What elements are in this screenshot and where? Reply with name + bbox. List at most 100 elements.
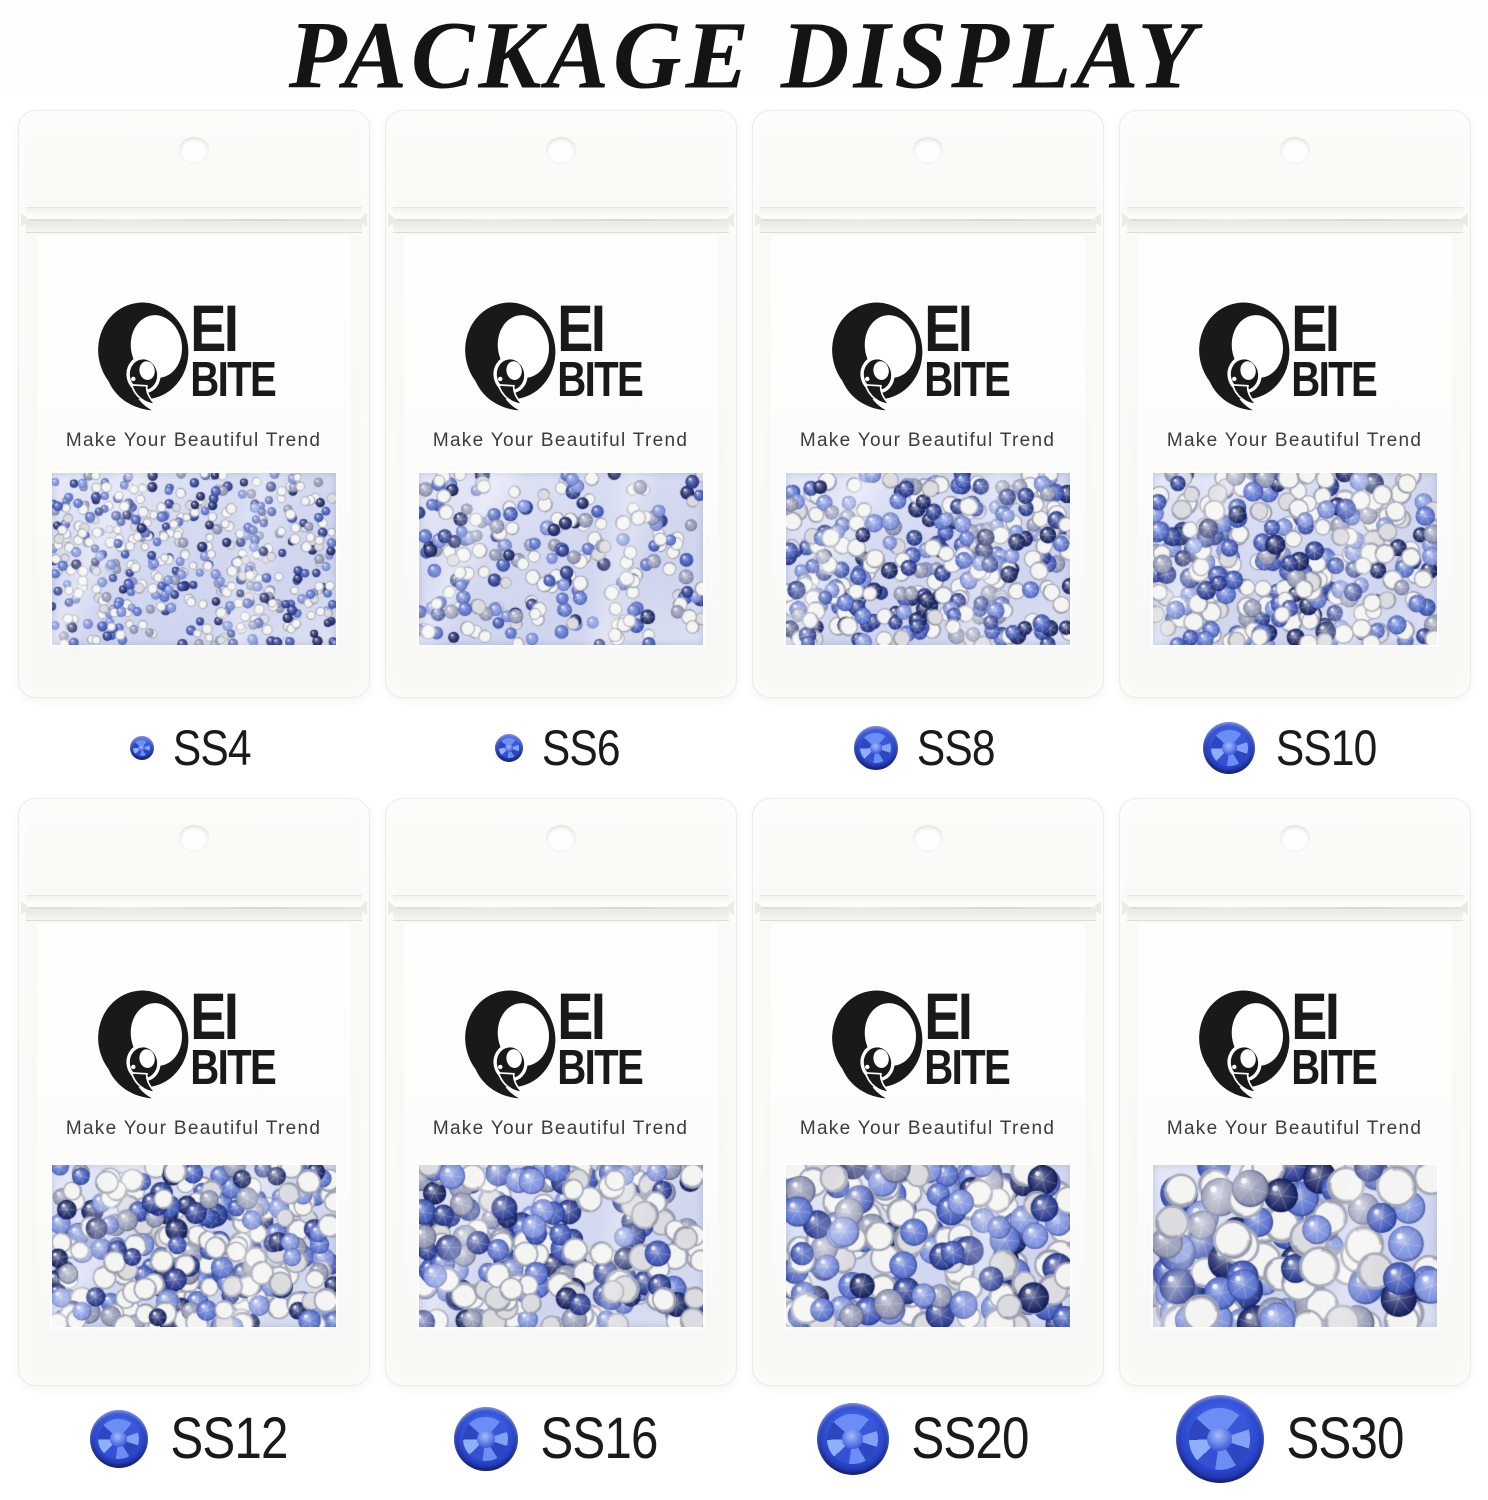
hang-hole-icon (178, 137, 209, 163)
size-label: SS6 (541, 720, 621, 776)
tear-notch-icon (724, 213, 734, 227)
rhinestone-window (51, 1165, 336, 1327)
gem-icon (1203, 722, 1256, 774)
brand-logo: EI BITE (828, 979, 1028, 1101)
brand-tagline: Make Your Beautiful Trend (799, 430, 1056, 451)
rhinestone-window (1152, 473, 1437, 645)
zipper-seal (392, 895, 729, 921)
hang-hole-icon (912, 137, 943, 163)
brand-logo-bottom-text: BITE (1290, 1041, 1378, 1096)
brand-logo-mark-icon (1198, 990, 1289, 1099)
package-cell: EI BITE Make Your Beautiful Trend SS30 (1111, 798, 1478, 1492)
tear-notch-icon (20, 213, 30, 227)
zipper-seal (1126, 895, 1463, 921)
size-label-row: SS4 (129, 698, 258, 798)
brand-logo: EI BITE (1195, 979, 1395, 1101)
tear-notch-icon (20, 901, 30, 915)
hang-hole-icon (912, 825, 943, 851)
zipper-seal (759, 207, 1096, 233)
size-label-row: SS16 (453, 1386, 668, 1492)
brand-logo-top-text: EI (189, 979, 239, 1053)
zipper-seal (392, 207, 729, 233)
brand-logo-top-text: EI (556, 291, 606, 365)
package-bag: EI BITE Make Your Beautiful Trend (17, 798, 370, 1386)
brand-tagline: Make Your Beautiful Trend (65, 430, 322, 451)
brand-logo-bottom-text: BITE (556, 1041, 644, 1096)
brand-tagline: Make Your Beautiful Trend (432, 430, 689, 451)
tear-notch-icon (357, 901, 367, 915)
package-cell: EI BITE Make Your Beautiful Trend SS4 (10, 110, 377, 798)
brand-tagline: Make Your Beautiful Trend (799, 1118, 1056, 1139)
rhinestone-window (418, 473, 703, 645)
brand-logo-top-text: EI (189, 291, 239, 365)
hang-hole-icon (1279, 137, 1310, 163)
gem-icon (453, 1407, 518, 1471)
tear-notch-icon (1458, 901, 1468, 915)
package-bag: EI BITE Make Your Beautiful Trend (1118, 110, 1471, 698)
package-bag: EI BITE Make Your Beautiful Trend (1118, 798, 1471, 1386)
tear-notch-icon (724, 901, 734, 915)
rhinestone-canvas (785, 1165, 1070, 1327)
brand-tagline: Make Your Beautiful Trend (1166, 430, 1423, 451)
brand-logo-text: EI BITE (1290, 295, 1395, 408)
brand-tagline: Make Your Beautiful Trend (432, 1118, 689, 1139)
size-label: SS30 (1285, 1406, 1404, 1471)
size-label-row: SS10 (1203, 698, 1385, 798)
package-cell: EI BITE Make Your Beautiful Trend SS16 (377, 798, 744, 1492)
brand-logo-top-text: EI (923, 979, 973, 1053)
brand-logo: EI BITE (94, 291, 294, 413)
brand-logo-bottom-text: BITE (923, 1041, 1011, 1096)
size-label: SS4 (172, 720, 252, 776)
rhinestone-canvas (418, 473, 703, 645)
brand-logo-text: EI BITE (189, 979, 294, 1093)
size-label: SS10 (1276, 720, 1377, 776)
zipper-seal (25, 207, 362, 233)
brand-logo-text: EI BITE (556, 291, 661, 408)
brand-logo-text: EI BITE (556, 979, 661, 1096)
package-bag: EI BITE Make Your Beautiful Trend (384, 110, 737, 698)
tear-notch-icon (357, 213, 367, 227)
size-label-row: SS30 (1175, 1386, 1414, 1492)
size-label: SS12 (169, 1406, 288, 1471)
size-label: SS8 (916, 720, 996, 776)
tear-notch-icon (387, 901, 397, 915)
rhinestone-canvas (1152, 473, 1437, 645)
brand-logo-top-text: EI (923, 291, 973, 365)
brand-logo: EI BITE (828, 291, 1028, 413)
brand-logo: EI BITE (461, 291, 661, 413)
zipper-seal (1126, 207, 1463, 233)
package-cell: EI BITE Make Your Beautiful Trend SS6 (377, 110, 744, 798)
brand-logo-mark-icon (831, 990, 922, 1099)
brand-tagline: Make Your Beautiful Trend (1166, 1118, 1423, 1139)
gem-icon (853, 726, 898, 770)
tear-notch-icon (1458, 213, 1468, 227)
zipper-seal (25, 895, 362, 921)
brand-logo-top-text: EI (1290, 979, 1340, 1053)
brand-logo-top-text: EI (556, 979, 606, 1053)
brand-logo-mark-icon (97, 302, 188, 411)
packages-grid: EI BITE Make Your Beautiful Trend SS4 (0, 110, 1488, 1492)
tear-notch-icon (754, 901, 764, 915)
hang-hole-icon (545, 137, 576, 163)
tear-notch-icon (754, 213, 764, 227)
gem-icon (1175, 1395, 1264, 1483)
zipper-seal (759, 895, 1096, 921)
gem-icon (129, 736, 154, 760)
brand-logo-mark-icon (464, 990, 555, 1099)
brand-logo-text: EI BITE (923, 291, 1028, 405)
tear-notch-icon (1121, 901, 1131, 915)
gem-icon (89, 1410, 148, 1468)
rhinestone-canvas (1152, 1165, 1437, 1327)
size-label-row: SS6 (494, 698, 627, 798)
package-cell: EI BITE Make Your Beautiful Trend SS8 (744, 110, 1111, 798)
gem-icon (494, 734, 523, 762)
brand-logo-bottom-text: BITE (189, 353, 277, 408)
rhinestone-window (785, 473, 1070, 645)
brand-logo-bottom-text: BITE (1290, 353, 1378, 408)
size-label: SS16 (539, 1406, 658, 1471)
brand-logo-bottom-text: BITE (556, 353, 644, 408)
package-cell: EI BITE Make Your Beautiful Trend SS10 (1111, 110, 1478, 798)
rhinestone-window (1152, 1165, 1437, 1327)
size-label: SS20 (910, 1406, 1029, 1471)
size-label-row: SS8 (853, 698, 1002, 798)
